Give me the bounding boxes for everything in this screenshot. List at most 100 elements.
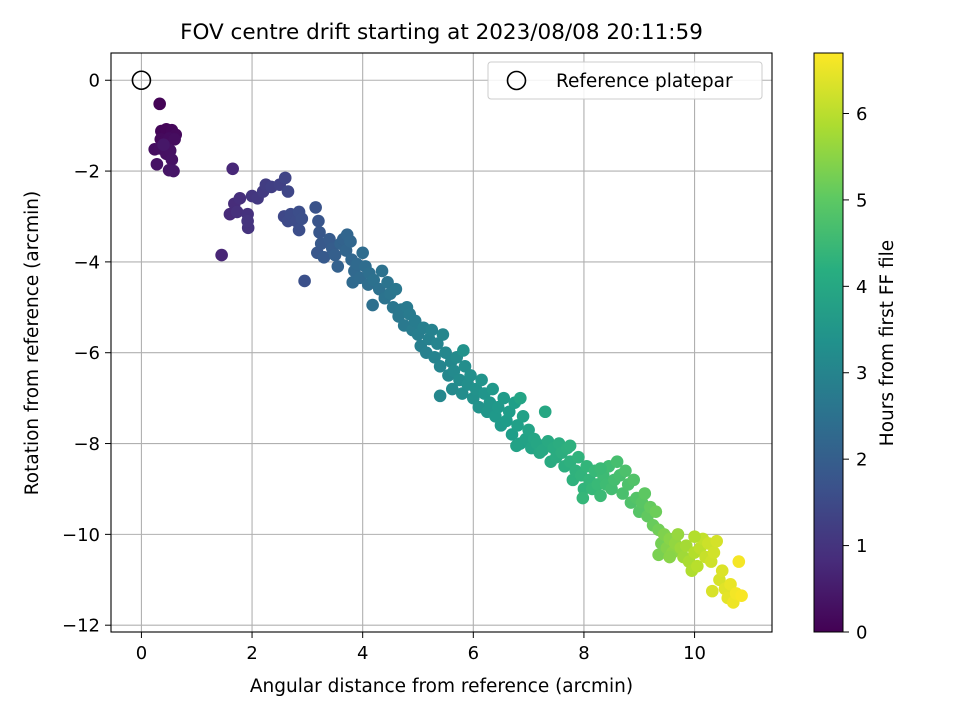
data-point [649,505,663,518]
data-point [594,489,607,503]
x-tick-label: 10 [683,643,706,664]
data-point [491,400,505,414]
colorbar-ticks: 0 1 2 3 4 5 6 [843,104,867,644]
data-point [516,409,530,423]
data-point [317,251,331,264]
data-point [576,491,590,505]
data-point [331,260,345,273]
data-point [663,550,676,564]
data-point [439,346,452,360]
data-point [150,157,164,171]
data-point [486,382,499,396]
data-point [309,201,322,214]
data-point [366,298,379,312]
data-point [594,462,607,475]
data-point [732,555,746,568]
data-point [511,419,524,432]
x-tick-label: 8 [578,643,589,664]
data-point [455,387,469,400]
data-point [165,153,179,167]
data-point [313,226,326,239]
y-tick-label: −12 [62,616,100,637]
plot-frame [110,52,773,633]
data-point [353,271,367,285]
y-tick-label: −8 [73,434,100,455]
y-tick-label: −2 [73,162,100,183]
data-point [230,205,244,219]
data-point [428,350,441,364]
legend-entry-label: Reference platepar [556,71,733,92]
colorbar-tick-label: 5 [856,190,867,211]
data-point [691,559,704,573]
data-point [344,235,357,248]
colorbar-tick-label: 2 [856,450,867,471]
x-axis-label: Angular distance from reference (arcmin) [250,676,633,697]
x-tick-label: 4 [357,643,368,664]
x-tick-label: 2 [246,643,257,664]
data-point [367,273,381,287]
data-point [167,164,180,178]
colorbar-tick-label: 0 [856,623,867,644]
data-point [538,405,552,419]
data-point [433,360,447,373]
data-point [281,185,295,198]
data-point [688,530,701,543]
legend-marker-icon [506,70,527,91]
y-tick-label: 0 [89,71,100,92]
x-axis-ticks: 0 2 4 6 8 10 [136,632,706,664]
x-tick-label: 0 [136,643,147,664]
data-point [497,391,511,405]
data-point [298,274,311,288]
data-point [652,548,665,562]
colorbar-label: Hours from first FF file [877,240,898,446]
data-point [735,589,748,602]
data-point [610,455,624,469]
data-point [381,276,394,289]
data-point [510,439,523,453]
data-point [425,323,439,337]
data-point [157,138,170,152]
scatter-points [148,97,748,609]
data-point [627,473,641,487]
data-point [312,214,325,228]
data-point [502,405,516,419]
data-point [475,373,488,387]
data-point [679,539,693,553]
y-axis-ticks: 0 −2 −4 −6 −8 −10 −12 [62,71,111,637]
reference-marker [131,70,152,91]
legend: Reference platepar [487,61,763,100]
data-point [408,314,422,328]
x-tick-label: 6 [468,643,479,664]
data-point [436,328,450,341]
data-point [241,214,254,228]
colorbar-tick-label: 6 [856,104,867,125]
data-point [464,369,477,382]
data-point [226,162,239,176]
data-point [514,391,527,405]
data-point [710,534,723,548]
data-point [292,223,306,237]
y-tick-label: −6 [73,343,100,364]
data-point [671,528,685,541]
legend-box [487,61,763,100]
data-point [705,584,719,598]
data-point [447,364,461,378]
data-point [153,97,166,111]
y-tick-label: −10 [62,525,100,546]
data-point [389,282,403,296]
data-point [505,428,519,441]
grid-lines [111,53,772,632]
data-point [445,382,459,396]
colorbar: 0 1 2 3 4 5 6 Hours from first FF file [813,52,898,644]
y-axis-label: Rotation from reference (arcmin) [22,191,43,495]
colorbar-gradient [813,52,844,633]
data-point [536,444,549,457]
data-point [356,246,369,260]
data-point [638,487,652,500]
data-point [433,389,447,403]
data-point [233,192,247,205]
data-point [458,360,472,373]
data-point [522,423,535,437]
data-point [619,464,632,478]
